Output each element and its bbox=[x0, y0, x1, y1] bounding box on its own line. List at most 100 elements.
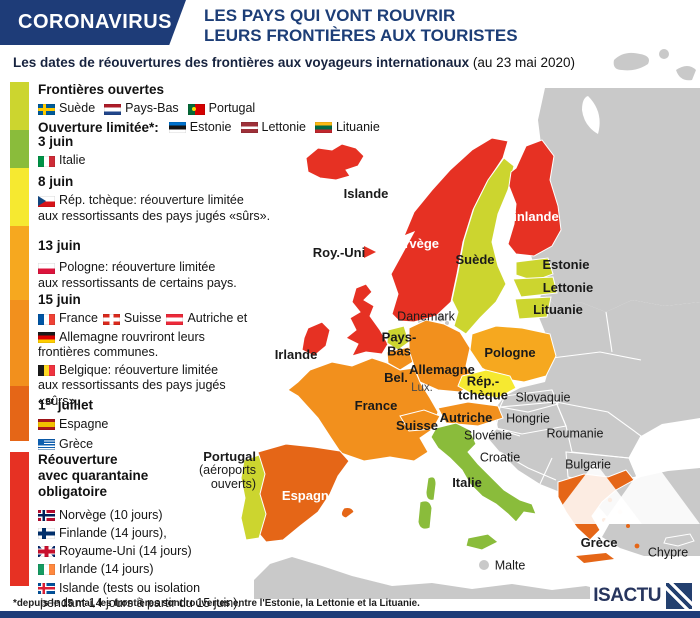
country-name: Espagne bbox=[59, 416, 109, 431]
map-label-slovaquie: Slovaquie bbox=[515, 390, 571, 405]
country-name: Pays-Bas bbox=[125, 101, 179, 116]
country-latvia bbox=[512, 276, 558, 298]
map-label-lituanie: Lituanie bbox=[533, 302, 583, 318]
subtitle-main: Les dates de réouvertures des frontières… bbox=[13, 55, 470, 70]
quarantine-title: Réouverture avec quarantaine obligatoire bbox=[38, 452, 149, 500]
czech-flag-icon bbox=[38, 195, 55, 207]
switzerland-flag-icon bbox=[102, 313, 120, 325]
country-name: Autriche et bbox=[187, 311, 248, 326]
june15-text: Allemagne rouvriront leurs bbox=[59, 329, 205, 344]
open-title: Frontières ouvertes bbox=[38, 82, 165, 97]
map-label-slovenie: Slovénie bbox=[464, 428, 512, 443]
legend-section-june13: 13 juin Pologne: réouverture limitée aux… bbox=[38, 238, 237, 291]
country-name: France bbox=[59, 311, 98, 326]
netherlands-flag-icon bbox=[104, 103, 122, 115]
map-label-estonie: Estonie bbox=[542, 257, 590, 273]
subtitle: Les dates de réouvertures des frontières… bbox=[13, 55, 575, 70]
bar-quarantine bbox=[10, 452, 29, 586]
june15-text3: Belgique: réouverture limitée bbox=[59, 363, 219, 378]
country-finland bbox=[507, 139, 562, 257]
country-ireland bbox=[301, 321, 331, 357]
map-label-rep-tcheque: Rép.- tchèque bbox=[458, 373, 508, 402]
uk-flag-icon bbox=[38, 546, 55, 558]
uk-pointer-icon bbox=[364, 246, 376, 258]
bar-july1 bbox=[10, 386, 29, 441]
finland-flag-icon bbox=[38, 527, 55, 539]
quarantine-tail: pendant 14 jours à partir du 15 juin). bbox=[40, 595, 241, 610]
sicily bbox=[465, 533, 499, 551]
june3-date: 3 juin bbox=[38, 134, 74, 149]
country-netherlands bbox=[386, 325, 410, 351]
footnote: *depuis le 15 mai, les frontières sont r… bbox=[13, 598, 420, 609]
poland-flag-icon bbox=[38, 262, 55, 274]
greece-flag-icon bbox=[38, 439, 55, 451]
country-sweden bbox=[451, 157, 515, 335]
country-name: Estonie bbox=[189, 120, 232, 135]
map-label-portugal: Portugal (aéroports ouverts) bbox=[199, 449, 256, 491]
quarantine-item: Islande (tests ou isolation bbox=[59, 580, 201, 595]
country-czech-republic bbox=[457, 369, 517, 399]
country-poland bbox=[469, 325, 557, 383]
eastern-europe-region bbox=[488, 292, 700, 494]
map-label-danemark: Danemark bbox=[397, 309, 455, 324]
ireland-flag-icon bbox=[38, 564, 55, 576]
limited-row: Ouverture limitée*: Estonie Lettonie Lit… bbox=[38, 120, 389, 136]
map-label-roumanie: Roumanie bbox=[546, 426, 604, 441]
june8-text2: aux ressortissants des pays jugés «sûrs»… bbox=[38, 208, 271, 223]
bar-june15 bbox=[10, 300, 29, 386]
legend-section-open: Frontières ouvertes Suède Pays-Bas Portu… bbox=[38, 82, 389, 136]
north-africa bbox=[254, 557, 616, 599]
badge-text: CORONAVIRUS bbox=[18, 11, 173, 33]
quarantine-item: Irlande (14 jours) bbox=[59, 562, 154, 577]
bar-june3 bbox=[10, 130, 29, 168]
country-name: Italie bbox=[59, 153, 86, 168]
country-belgium bbox=[386, 346, 417, 371]
map-label-espagne: Espagne bbox=[281, 488, 337, 504]
page-title: LES PAYS QUI VONT ROUVRIR LEURS FRONTIÈR… bbox=[204, 6, 518, 46]
map-label-islande: Islande bbox=[343, 186, 389, 202]
map-label-allemagne: Allemagne bbox=[409, 362, 475, 378]
june8-text: Rép. tchèque: réouverture limitée bbox=[59, 193, 244, 208]
logo-mark-icon bbox=[666, 583, 692, 609]
country-name: Lettonie bbox=[261, 120, 306, 135]
map-label-finlande: Finlande bbox=[505, 209, 559, 225]
legend-section-june3: 3 juin Italie bbox=[38, 134, 85, 169]
limited-title: Ouverture limitée*: bbox=[38, 119, 159, 135]
coronavirus-badge: CORONAVIRUS bbox=[0, 0, 186, 45]
title-line-2: LEURS FRONTIÈRES AUX TOURISTES bbox=[204, 26, 518, 46]
title-line-1: LES PAYS QUI VONT ROUVRIR bbox=[204, 6, 456, 25]
june13-text: Pologne: réouverture limitée bbox=[59, 260, 216, 275]
country-name: Lituanie bbox=[335, 120, 380, 135]
map-label-norvege: Norvège bbox=[386, 236, 440, 252]
bottom-bar bbox=[0, 611, 700, 618]
map-label-pologne: Pologne bbox=[484, 345, 536, 361]
country-france bbox=[287, 357, 439, 462]
corsica bbox=[425, 476, 437, 501]
july1-date: 1er juillet bbox=[38, 396, 94, 413]
quarantine-item: Royaume-Uni (14 jours) bbox=[59, 544, 192, 559]
country-portugal bbox=[240, 454, 267, 541]
map-label-chypre: Chypre bbox=[647, 545, 689, 560]
map-label-malte: Malte bbox=[494, 558, 526, 573]
country-malta bbox=[478, 559, 490, 571]
map-label-autriche: Autriche bbox=[439, 410, 493, 426]
open-countries-row: Suède Pays-Bas Portugal bbox=[38, 101, 389, 116]
france-flag-icon bbox=[38, 313, 55, 325]
country-name: Portugal bbox=[208, 101, 256, 116]
country-iceland bbox=[305, 143, 365, 181]
map-label-france: France bbox=[354, 398, 398, 414]
country-cyprus bbox=[663, 533, 695, 547]
logo-text: ISACTU bbox=[593, 585, 661, 606]
legend-section-june8: 8 juin Rép. tchèque: réouverture limitée… bbox=[38, 174, 270, 224]
map-label-croatie: Croatie bbox=[479, 450, 521, 465]
portugal-flag-icon bbox=[187, 103, 205, 115]
lithuania-flag-icon bbox=[314, 122, 332, 134]
map-label-pays-bas: Pays- Bas bbox=[381, 329, 417, 358]
map-label-roy-uni: Roy.-Uni bbox=[312, 245, 366, 261]
map-label-grece: Grèce bbox=[580, 535, 618, 551]
country-italy bbox=[430, 422, 537, 523]
map-label-lettonie: Lettonie bbox=[542, 280, 594, 296]
legend-section-june15: 15 juin France Suisse Autriche et Allema… bbox=[38, 292, 247, 409]
